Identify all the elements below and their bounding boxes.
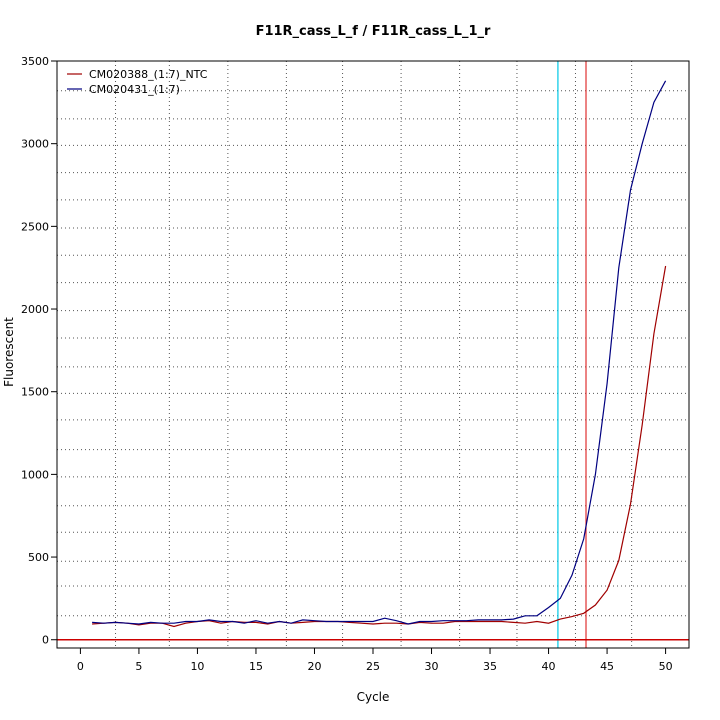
x-axis-label: Cycle	[357, 690, 390, 704]
x-tick-label: 30	[425, 660, 439, 673]
y-axis-label: Fluorescent	[2, 317, 16, 387]
x-tick-label: 15	[249, 660, 263, 673]
y-tick-label: 3500	[21, 55, 49, 68]
chart-title: F11R_cass_L_f / F11R_cass_L_1_r	[256, 24, 491, 39]
grid	[57, 61, 689, 648]
x-tick-label: 10	[190, 660, 204, 673]
y-tick-label: 0	[42, 634, 49, 647]
x-tick-label: 35	[483, 660, 497, 673]
y-tick-label: 500	[28, 551, 49, 564]
series-lines	[92, 80, 667, 628]
x-tick-label: 40	[542, 660, 556, 673]
series-line-1	[92, 265, 667, 628]
x-axis: 0 5 10 15 20 25 30 35 40 45 50	[77, 648, 673, 673]
legend-label-2: CM020431_(1:7)	[89, 83, 180, 96]
x-tick-label: 0	[77, 660, 84, 673]
cycle-markers	[557, 61, 587, 648]
legend: CM020388_(1:7)_NTC CM020431_(1:7)	[67, 68, 208, 96]
y-tick-label: 1000	[21, 468, 49, 481]
x-tick-label: 25	[366, 660, 380, 673]
y-tick-label: 3000	[21, 138, 49, 151]
x-tick-label: 50	[659, 660, 673, 673]
y-tick-label: 2500	[21, 220, 49, 233]
x-tick-label: 20	[307, 660, 321, 673]
y-axis: 0 500 1000 1500 2000 2500 3000 3500	[21, 55, 57, 647]
y-tick-label: 2000	[21, 303, 49, 316]
series-line-2	[92, 80, 667, 625]
x-tick-label: 45	[600, 660, 614, 673]
legend-label-1: CM020388_(1:7)_NTC	[89, 68, 208, 81]
y-tick-label: 1500	[21, 386, 49, 399]
x-tick-label: 5	[135, 660, 142, 673]
